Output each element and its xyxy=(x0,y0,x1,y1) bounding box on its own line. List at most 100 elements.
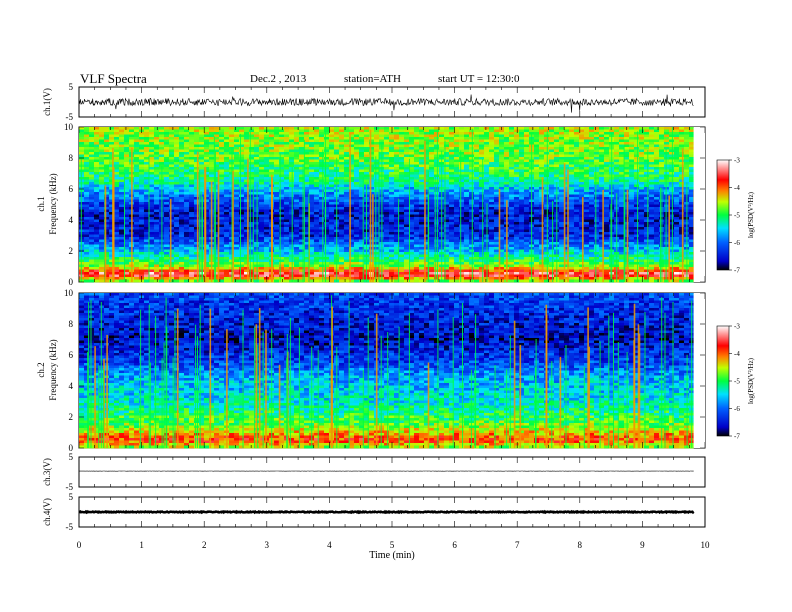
spectrogram-cell xyxy=(449,197,454,200)
spectrogram-cell xyxy=(384,204,389,208)
spectrogram-cell xyxy=(164,209,169,213)
spectrogram-cell xyxy=(89,169,94,173)
spectrogram-cell xyxy=(249,132,254,135)
spectrogram-cell xyxy=(389,134,394,138)
spectrogram-cell xyxy=(179,192,184,195)
spectrogram-cell xyxy=(689,222,694,225)
spectrogram-cell xyxy=(444,147,449,150)
spectrogram-cell xyxy=(219,129,224,133)
spectrogram-cell xyxy=(194,209,199,213)
spectrogram-cell xyxy=(644,164,649,168)
spectrogram-cell xyxy=(219,177,224,180)
spectrogram-cell xyxy=(454,182,459,185)
spectrogram-cell xyxy=(484,144,489,148)
spectrogram-cell xyxy=(264,144,269,148)
spectrogram-cell xyxy=(309,134,314,138)
spectrogram-cell xyxy=(479,169,484,173)
spectrogram-cell xyxy=(169,194,174,198)
spectrogram-cell xyxy=(254,137,259,140)
spectrogram-cell xyxy=(104,149,109,153)
spectrogram-cell xyxy=(624,177,629,180)
spectrogram-cell xyxy=(204,159,209,163)
spectrogram-cell xyxy=(319,129,324,133)
spectrogram-cell xyxy=(384,169,389,173)
spectrogram-cell xyxy=(494,137,499,140)
spectrogram-cell xyxy=(104,207,109,210)
spectrogram-cell xyxy=(224,224,229,228)
spectrogram-cell xyxy=(674,184,679,188)
spectrogram-cell xyxy=(649,129,654,133)
spectrogram-cell xyxy=(359,169,364,173)
spectrogram-cell xyxy=(489,194,494,198)
spectrogram-cell xyxy=(604,134,609,138)
spectrogram-cell xyxy=(674,222,679,225)
spectrogram-cell xyxy=(319,149,324,153)
spectrogram-cell xyxy=(184,189,189,193)
spectrogram-cell xyxy=(309,129,314,133)
spectrogram-cell xyxy=(329,172,334,175)
spectrogram-cell xyxy=(444,207,449,210)
spectrogram-cell xyxy=(549,139,554,143)
spectrogram-cell xyxy=(634,197,639,200)
spectrogram-cell xyxy=(524,152,529,155)
spectrogram-cell xyxy=(579,169,584,173)
spectrogram-cell xyxy=(584,172,589,175)
spectrogram-cell xyxy=(399,222,404,225)
spectrogram-cell xyxy=(299,127,304,130)
spectrogram-cell xyxy=(384,207,389,210)
spectrogram-cell xyxy=(474,219,479,223)
spectrogram-cell xyxy=(234,129,239,133)
spectrogram-cell xyxy=(129,134,134,138)
spectrogram-cell xyxy=(409,212,414,215)
spectrogram-cell xyxy=(84,137,89,140)
spectrogram-cell xyxy=(619,214,624,218)
spectrogram-cell xyxy=(634,172,639,175)
spectrogram-cell xyxy=(514,207,519,210)
spectrogram-cell xyxy=(289,179,294,183)
spectrogram-cell xyxy=(214,194,219,198)
spectrogram-cell xyxy=(594,224,599,228)
spectrogram-cell xyxy=(619,132,624,135)
spectrogram-cell xyxy=(569,152,574,155)
spectrogram-cell xyxy=(649,137,654,140)
spectrogram-cell xyxy=(249,204,254,208)
spectrogram-cell xyxy=(424,179,429,183)
spectrogram-cell xyxy=(329,184,334,188)
spectrogram-cell xyxy=(234,204,239,208)
spectrogram-cell xyxy=(164,172,169,175)
spectrogram-cell xyxy=(244,182,249,185)
spectrogram-cell xyxy=(459,189,464,193)
spectrogram-cell xyxy=(214,182,219,185)
spectrogram-cell xyxy=(499,174,504,178)
spectrogram-cell xyxy=(444,172,449,175)
spectrogram-cell xyxy=(204,179,209,183)
spectrogram-cell xyxy=(604,189,609,193)
spectrogram-cell xyxy=(509,209,514,213)
spectrogram-cell xyxy=(374,207,379,210)
spectrogram-cell xyxy=(254,129,259,133)
spectrogram-cell xyxy=(679,179,684,183)
spectrogram-cell xyxy=(474,149,479,153)
spectrogram-cell xyxy=(234,219,239,223)
spectrogram-cell xyxy=(329,187,334,190)
spectrogram-cell xyxy=(534,212,539,215)
spectrogram-cell xyxy=(274,132,279,135)
spectrogram-cell xyxy=(344,167,349,170)
spectrogram-cell xyxy=(354,214,359,218)
spectrogram-cell xyxy=(459,152,464,155)
spectrogram-cell xyxy=(444,214,449,218)
spectrogram-cell xyxy=(299,209,304,213)
spectrogram-cell xyxy=(154,174,159,178)
spectrogram-cell xyxy=(179,214,184,218)
spectrogram-cell xyxy=(634,204,639,208)
spectrogram-cell xyxy=(124,132,129,135)
spectrogram-cell xyxy=(329,194,334,198)
spectrogram-cell xyxy=(449,149,454,153)
spectrogram-cell xyxy=(599,224,604,228)
spectrogram-cell xyxy=(189,214,194,218)
spectrogram-cell xyxy=(419,182,424,185)
spectrogram-cell xyxy=(659,167,664,170)
spectrogram-cell xyxy=(499,147,504,150)
spectrogram-cell xyxy=(679,149,684,153)
spectrogram-cell xyxy=(679,139,684,143)
